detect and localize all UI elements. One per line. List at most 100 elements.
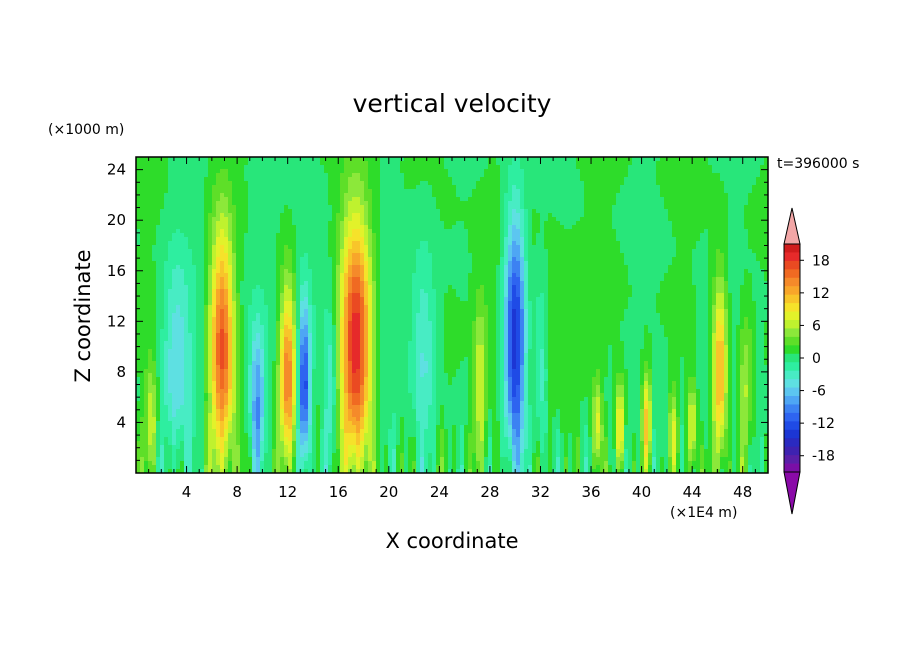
field-cell [744,213,749,218]
field-cell [628,173,633,178]
field-cell [452,241,457,246]
field-cell [712,161,717,166]
field-cell [516,257,521,262]
field-cell [296,281,301,286]
field-cell [312,277,317,282]
field-cell [628,201,633,206]
field-cell [200,257,205,262]
field-cell [616,237,621,242]
field-cell [416,189,421,194]
field-cell [756,257,761,262]
field-cell [368,253,373,258]
field-cell [480,157,485,162]
field-cell [380,269,385,274]
field-cell [280,181,285,186]
field-cell [700,185,705,190]
field-cell [548,161,553,166]
field-cell [352,165,357,170]
field-cell [352,205,357,210]
field-cell [168,213,173,218]
field-cell [284,193,289,198]
field-cell [136,229,141,234]
field-cell [512,165,517,170]
field-cell [544,257,549,262]
field-cell [368,257,373,262]
field-cell [320,245,325,250]
field-cell [356,257,361,262]
field-cell [564,157,569,162]
field-cell [456,233,461,238]
field-cell [236,209,241,214]
field-cell [584,261,589,266]
field-cell [544,229,549,234]
field-cell [272,177,277,182]
field-cell [648,185,653,190]
field-cell [312,265,317,270]
field-cell [156,157,161,162]
field-cell [448,189,453,194]
field-cell [624,269,629,274]
field-cell [424,201,429,206]
field-cell [240,229,245,234]
field-cell [384,205,389,210]
field-cell [740,217,745,222]
field-cell [468,193,473,198]
field-cell [280,281,285,286]
field-cell [668,169,673,174]
field-cell [444,233,449,238]
field-cell [148,161,153,166]
field-cell [564,261,569,266]
field-cell [144,165,149,170]
field-cell [604,233,609,238]
field-cell [408,225,413,230]
field-cell [524,209,529,214]
field-cell [320,193,325,198]
field-cell [264,185,269,190]
field-cell [472,197,477,202]
field-cell [584,197,589,202]
field-cell [656,277,661,282]
field-cell [304,205,309,210]
field-cell [448,161,453,166]
field-cell [320,177,325,182]
field-cell [728,213,733,218]
field-cell [572,181,577,186]
field-cell [184,213,189,218]
field-cell [136,257,141,262]
field-cell [712,261,717,266]
field-cell [168,237,173,242]
field-cell [344,189,349,194]
field-cell [160,209,165,214]
field-cell [580,189,585,194]
field-cell [716,209,721,214]
field-cell [544,209,549,214]
field-cell [144,253,149,258]
field-cell [296,173,301,178]
field-cell [232,241,237,246]
field-cell [324,161,329,166]
field-cell [276,201,281,206]
field-cell [552,273,557,278]
field-cell [676,177,681,182]
field-cell [396,277,401,282]
field-cell [420,177,425,182]
field-cell [540,169,545,174]
field-cell [576,241,581,246]
field-cell [608,253,613,258]
field-cell [580,269,585,274]
field-cell [176,205,181,210]
field-cell [400,237,405,242]
field-cell [400,221,405,226]
field-cell [752,261,757,266]
field-cell [308,209,313,214]
field-cell [228,261,233,266]
field-cell [236,197,241,202]
field-cell [460,197,465,202]
field-cell [644,157,649,162]
field-cell [224,217,229,222]
field-cell [384,249,389,254]
field-cell [156,261,161,266]
field-cell [564,193,569,198]
field-cell [740,197,745,202]
field-cell [300,189,305,194]
